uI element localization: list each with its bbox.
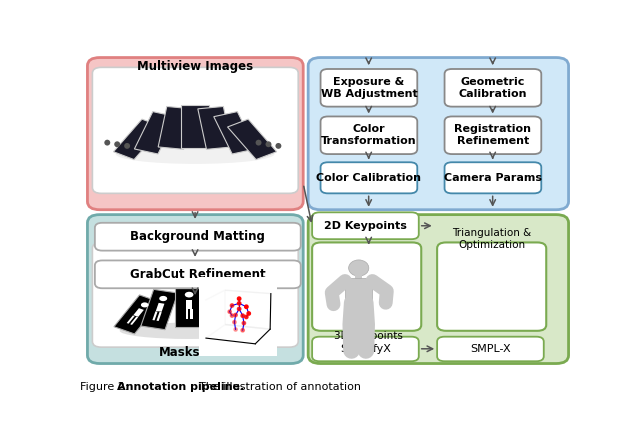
FancyBboxPatch shape	[88, 215, 303, 363]
FancyBboxPatch shape	[92, 68, 298, 193]
FancyBboxPatch shape	[214, 112, 256, 154]
FancyBboxPatch shape	[321, 162, 417, 193]
FancyBboxPatch shape	[133, 308, 144, 317]
FancyBboxPatch shape	[308, 57, 568, 210]
Text: Color Calibration: Color Calibration	[316, 173, 421, 183]
Text: Registration
Refinement: Registration Refinement	[454, 125, 531, 146]
Ellipse shape	[266, 142, 271, 147]
Text: Geometric
Calibration: Geometric Calibration	[459, 77, 527, 99]
FancyBboxPatch shape	[445, 162, 541, 193]
FancyBboxPatch shape	[244, 315, 252, 324]
Text: Camera Params: Camera Params	[444, 173, 542, 183]
Text: Color
Transformation: Color Transformation	[321, 125, 417, 146]
Text: Masks: Masks	[159, 346, 200, 359]
Text: Exposure &
WB Adjustment: Exposure & WB Adjustment	[321, 77, 417, 99]
Text: SMPL-X: SMPL-X	[470, 344, 511, 354]
Circle shape	[141, 302, 148, 307]
FancyBboxPatch shape	[156, 312, 162, 321]
Circle shape	[349, 260, 369, 276]
FancyBboxPatch shape	[312, 242, 421, 331]
FancyBboxPatch shape	[321, 69, 417, 107]
FancyBboxPatch shape	[95, 261, 301, 288]
Ellipse shape	[255, 140, 262, 146]
Circle shape	[211, 296, 219, 301]
FancyBboxPatch shape	[240, 317, 248, 325]
Text: 2D Keypoints: 2D Keypoints	[324, 221, 407, 231]
FancyBboxPatch shape	[312, 212, 419, 239]
FancyBboxPatch shape	[445, 69, 541, 107]
FancyBboxPatch shape	[345, 278, 372, 303]
Circle shape	[185, 292, 193, 298]
Ellipse shape	[104, 140, 110, 146]
FancyBboxPatch shape	[221, 311, 226, 320]
FancyBboxPatch shape	[228, 119, 276, 159]
Text: Background Matting: Background Matting	[131, 230, 265, 243]
FancyBboxPatch shape	[130, 317, 138, 325]
FancyBboxPatch shape	[141, 289, 178, 330]
FancyBboxPatch shape	[95, 223, 301, 251]
FancyBboxPatch shape	[134, 112, 177, 154]
FancyBboxPatch shape	[355, 273, 362, 279]
Text: The illustration of annotation: The illustration of annotation	[191, 382, 360, 391]
FancyBboxPatch shape	[312, 337, 419, 361]
Text: Annotation pipeline.: Annotation pipeline.	[117, 382, 244, 391]
FancyBboxPatch shape	[158, 107, 192, 149]
FancyBboxPatch shape	[321, 116, 417, 154]
FancyBboxPatch shape	[152, 311, 157, 320]
FancyBboxPatch shape	[175, 286, 203, 327]
FancyBboxPatch shape	[308, 215, 568, 363]
FancyBboxPatch shape	[88, 57, 303, 210]
FancyBboxPatch shape	[186, 309, 188, 319]
FancyBboxPatch shape	[437, 337, 544, 361]
Circle shape	[230, 302, 237, 307]
FancyBboxPatch shape	[113, 119, 163, 159]
FancyBboxPatch shape	[216, 312, 222, 321]
Ellipse shape	[116, 144, 275, 164]
Circle shape	[159, 296, 167, 301]
Text: Triangulation &
Optimization: Triangulation & Optimization	[452, 228, 531, 250]
Text: 3D Keypoints: 3D Keypoints	[334, 332, 403, 341]
FancyBboxPatch shape	[234, 308, 245, 317]
Ellipse shape	[120, 323, 259, 339]
FancyBboxPatch shape	[92, 242, 298, 347]
FancyBboxPatch shape	[218, 295, 264, 334]
FancyBboxPatch shape	[186, 300, 193, 309]
FancyBboxPatch shape	[190, 309, 193, 319]
FancyBboxPatch shape	[445, 116, 541, 154]
Ellipse shape	[124, 143, 130, 149]
FancyBboxPatch shape	[156, 303, 164, 312]
Text: Figure 2:: Figure 2:	[80, 382, 132, 391]
FancyBboxPatch shape	[437, 242, 547, 331]
FancyBboxPatch shape	[127, 315, 134, 324]
Text: SMPLifyX: SMPLifyX	[340, 344, 391, 354]
Ellipse shape	[114, 142, 120, 147]
FancyBboxPatch shape	[198, 107, 232, 149]
FancyBboxPatch shape	[181, 105, 209, 147]
FancyBboxPatch shape	[114, 295, 160, 334]
Ellipse shape	[275, 143, 282, 149]
Text: Multiview Images: Multiview Images	[137, 60, 253, 73]
Text: GrabCut Refinement: GrabCut Refinement	[130, 268, 266, 281]
FancyBboxPatch shape	[200, 289, 237, 330]
FancyBboxPatch shape	[214, 303, 223, 312]
